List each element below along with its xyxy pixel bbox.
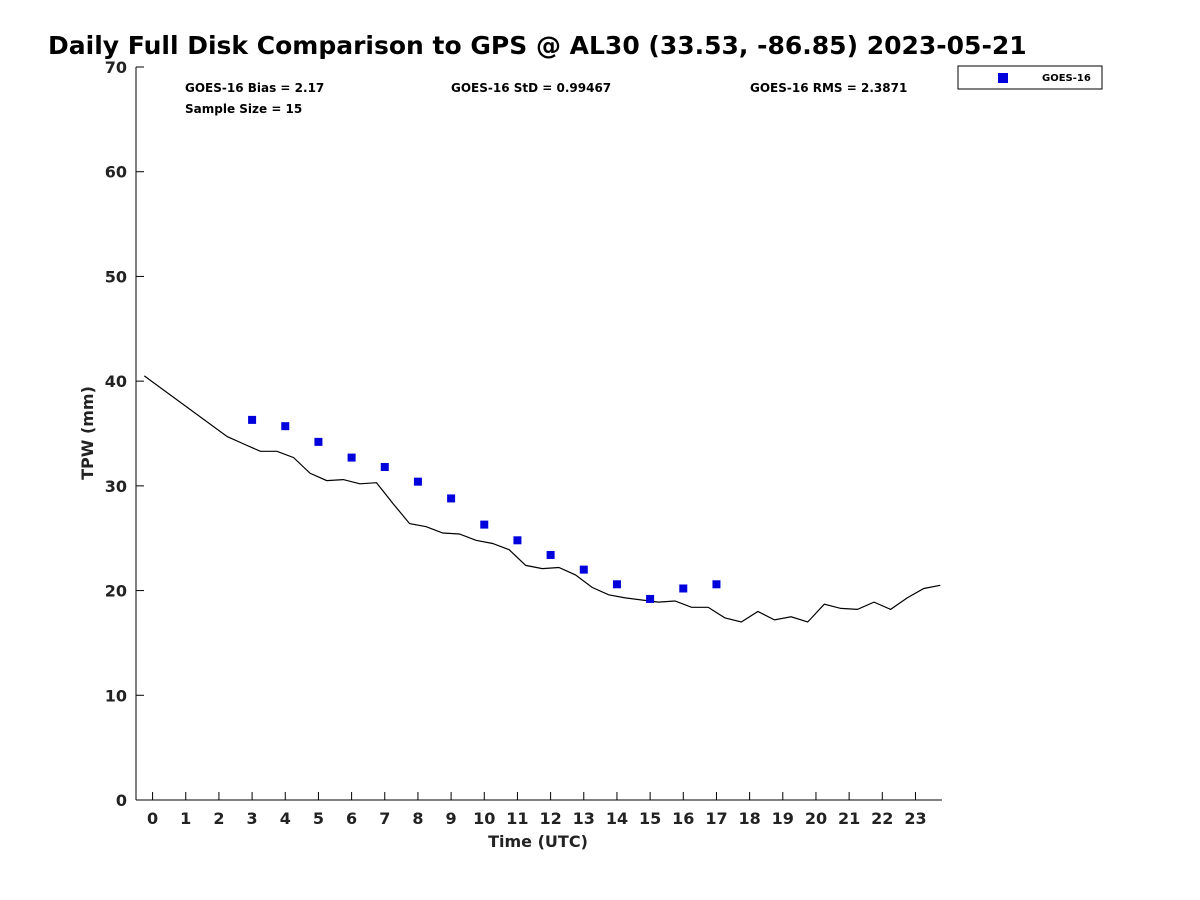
y-tick-label-0: 0 <box>116 791 127 810</box>
x-tick-label-1: 1 <box>180 809 191 828</box>
x-tick-label-18: 18 <box>738 809 760 828</box>
gps-series-line <box>143 375 941 623</box>
x-tick-label-19: 19 <box>772 809 794 828</box>
goes16-points <box>248 415 721 603</box>
goes16-point <box>712 580 721 589</box>
x-tick-label-4: 4 <box>280 809 291 828</box>
goes16-point <box>347 453 356 462</box>
y-tick-label-60: 60 <box>105 163 127 182</box>
x-tick-label-9: 9 <box>446 809 457 828</box>
goes16-point <box>679 584 688 593</box>
x-tick-label-13: 13 <box>573 809 595 828</box>
goes16-point <box>281 422 290 431</box>
goes16-point <box>646 594 655 603</box>
bias-stat: GOES-16 Bias = 2.17 <box>185 81 324 95</box>
x-tick-label-5: 5 <box>313 809 324 828</box>
x-tick-label-14: 14 <box>606 809 628 828</box>
y-tick-label-10: 10 <box>105 686 127 705</box>
y-tick-label-40: 40 <box>105 372 127 391</box>
goes16-point <box>248 415 257 424</box>
goes16-point <box>480 520 489 529</box>
goes16-point <box>413 477 422 486</box>
x-tick-label-6: 6 <box>346 809 357 828</box>
legend: GOES-16 <box>957 65 1103 90</box>
x-tick-label-0: 0 <box>147 809 158 828</box>
x-tick-label-12: 12 <box>539 809 561 828</box>
x-tick-label-7: 7 <box>379 809 390 828</box>
gps-line-group <box>143 375 941 623</box>
legend-marker-goes16 <box>998 73 1008 83</box>
goes16-point <box>546 550 555 559</box>
x-tick-label-3: 3 <box>247 809 258 828</box>
x-tick-label-10: 10 <box>473 809 495 828</box>
x-tick-label-20: 20 <box>805 809 827 828</box>
x-tick-label-17: 17 <box>705 809 727 828</box>
goes16-point <box>513 536 522 545</box>
std-stat: GOES-16 StD = 0.99467 <box>451 81 611 95</box>
x-tick-label-2: 2 <box>213 809 224 828</box>
goes16-point <box>579 565 588 574</box>
y-tick-label-20: 20 <box>105 582 127 601</box>
goes16-point <box>447 494 456 503</box>
x-axis-label: Time (UTC) <box>488 832 588 851</box>
chart-title: Daily Full Disk Comparison to GPS @ AL30… <box>48 31 1027 60</box>
y-tick-label-70: 70 <box>105 58 127 77</box>
sample-size-stat: Sample Size = 15 <box>185 102 302 116</box>
goes16-point <box>380 463 389 472</box>
y-tick-label-50: 50 <box>105 267 127 286</box>
x-tick-label-15: 15 <box>639 809 661 828</box>
y-tick-label-30: 30 <box>105 477 127 496</box>
x-tick-label-16: 16 <box>672 809 694 828</box>
x-tick-label-23: 23 <box>904 809 926 828</box>
legend-box <box>957 65 1103 90</box>
goes16-point <box>612 580 621 589</box>
x-tick-label-21: 21 <box>838 809 860 828</box>
x-tick-label-11: 11 <box>506 809 528 828</box>
x-tick-label-8: 8 <box>412 809 423 828</box>
y-axis-label: TPW (mm) <box>78 386 97 480</box>
goes16-point <box>314 437 323 446</box>
x-tick-label-22: 22 <box>871 809 893 828</box>
rms-stat: GOES-16 RMS = 2.3871 <box>750 81 907 95</box>
legend-label-goes16: GOES-16 <box>1042 73 1091 84</box>
